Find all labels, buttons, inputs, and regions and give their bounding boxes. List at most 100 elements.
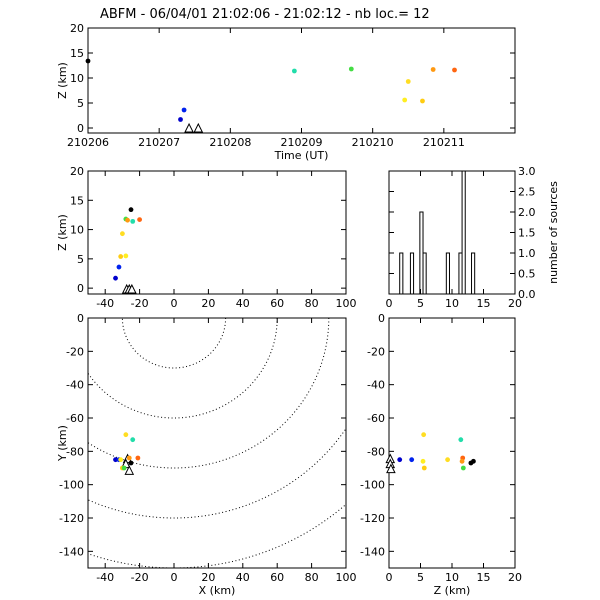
panel-time-z: 210206 210207 210208 210209 210210 210211 0 5 10… xyxy=(56,22,516,162)
source-point xyxy=(128,460,134,466)
y-tick-label: -140 xyxy=(360,545,385,558)
plot-frame xyxy=(87,317,347,569)
source-point xyxy=(420,98,425,104)
y-tick-label: 5 xyxy=(77,97,84,110)
x-tick-label: 20 xyxy=(508,571,522,584)
source-point xyxy=(471,458,476,464)
y-tick-label: -100 xyxy=(59,479,84,492)
source-point xyxy=(123,253,129,259)
source-point xyxy=(123,432,129,438)
plot-frame xyxy=(388,170,516,295)
y-tick-label: 15 xyxy=(70,194,84,207)
plot-frame xyxy=(87,27,516,134)
x-tick-label: 5 xyxy=(417,297,424,310)
source-point xyxy=(348,66,354,72)
y-tick-label: 10 xyxy=(70,72,84,85)
source-point xyxy=(126,455,132,461)
y-tick-label: -140 xyxy=(59,545,84,558)
x-tick-label: 0 xyxy=(171,297,178,310)
plot-frame xyxy=(87,170,347,295)
x-tick-label: -40 xyxy=(96,297,114,310)
station-triangle xyxy=(184,122,194,133)
source-point xyxy=(445,457,450,463)
x-tick-label: -40 xyxy=(96,571,114,584)
source-point xyxy=(421,432,427,438)
x-tick-label: 0 xyxy=(171,571,178,584)
figure-title: ABFM - 06/04/01 21:02:06 - 21:02:12 - nb… xyxy=(100,7,430,22)
y-tick-label: 1.5 xyxy=(518,227,536,240)
source-point xyxy=(135,455,141,461)
source-point xyxy=(420,458,426,464)
y-tick-label: -80 xyxy=(66,445,84,458)
y-tick-label: 10 xyxy=(70,224,84,237)
x-tick-label: 15 xyxy=(477,571,491,584)
x-tick-label: -20 xyxy=(131,571,149,584)
x-tick-label: 40 xyxy=(236,571,250,584)
y-tick-label: -40 xyxy=(66,379,84,392)
y-axis-label: Y (km) xyxy=(56,425,69,462)
panel-histogram: 0 5 10 15 200.0 0.5 1.0 1.5 2.0 2.5 3.0 number of s… xyxy=(386,165,561,310)
y-tick-label: 0 xyxy=(378,312,385,325)
y-axis-label: number of sources xyxy=(547,181,560,284)
y-tick-label: -40 xyxy=(367,379,385,392)
y-tick-label: -60 xyxy=(367,412,385,425)
y-tick-label: 0 xyxy=(77,312,84,325)
source-point xyxy=(113,275,118,281)
y-tick-label: 2.0 xyxy=(518,206,536,219)
range-contour xyxy=(88,427,346,519)
x-tick-label: 10 xyxy=(445,297,459,310)
source-point xyxy=(291,68,297,74)
x-tick-label: 5 xyxy=(417,571,424,584)
source-point xyxy=(181,107,187,113)
y-tick-label: -120 xyxy=(360,512,385,525)
y-axis-label: Z (km) xyxy=(56,214,69,251)
y-tick-label: 2.5 xyxy=(518,186,536,199)
x-tick-label: 210206 xyxy=(67,136,109,149)
y-tick-label: 15 xyxy=(70,47,84,60)
source-point xyxy=(459,458,465,464)
y-tick-label: -60 xyxy=(66,412,84,425)
x-tick-label: 60 xyxy=(270,297,284,310)
x-tick-label: -20 xyxy=(131,297,149,310)
source-point xyxy=(409,457,415,463)
source-point xyxy=(120,231,125,237)
x-tick-label: 20 xyxy=(201,297,215,310)
y-tick-label: -120 xyxy=(59,512,84,525)
source-point xyxy=(130,437,136,443)
y-tick-label: 20 xyxy=(70,22,84,35)
source-point xyxy=(452,67,457,73)
source-point xyxy=(402,97,408,103)
station-triangle xyxy=(386,463,396,474)
x-tick-label: 0 xyxy=(386,297,393,310)
x-tick-label: 210211 xyxy=(423,136,465,149)
x-tick-label: 100 xyxy=(336,297,357,310)
x-tick-label: 40 xyxy=(236,297,250,310)
source-point xyxy=(118,254,124,259)
x-tick-label: 210209 xyxy=(281,136,323,149)
y-tick-label: -20 xyxy=(367,345,385,358)
station-triangle xyxy=(193,122,204,133)
source-point xyxy=(116,264,122,270)
x-tick-label: 15 xyxy=(477,297,491,310)
source-point xyxy=(137,217,143,223)
source-point xyxy=(125,217,130,223)
x-axis-label: X (km) xyxy=(199,584,236,597)
source-point xyxy=(85,58,91,64)
plot-frame xyxy=(388,317,516,569)
y-tick-label: 20 xyxy=(70,165,84,178)
x-tick-label: 100 xyxy=(336,571,357,584)
x-tick-label: 80 xyxy=(305,571,319,584)
source-point xyxy=(460,465,466,471)
y-tick-label: 5 xyxy=(77,253,84,266)
source-point xyxy=(113,457,118,463)
x-tick-label: 20 xyxy=(201,571,215,584)
y-tick-label: 0.5 xyxy=(518,268,536,281)
y-tick-label: 0 xyxy=(77,122,84,135)
y-tick-label: -100 xyxy=(360,479,385,492)
x-tick-label: 10 xyxy=(445,571,459,584)
x-tick-label: 20 xyxy=(508,297,522,310)
x-tick-label: 80 xyxy=(305,297,319,310)
source-point xyxy=(118,457,124,463)
y-axis-label: Z (km) xyxy=(56,62,69,99)
